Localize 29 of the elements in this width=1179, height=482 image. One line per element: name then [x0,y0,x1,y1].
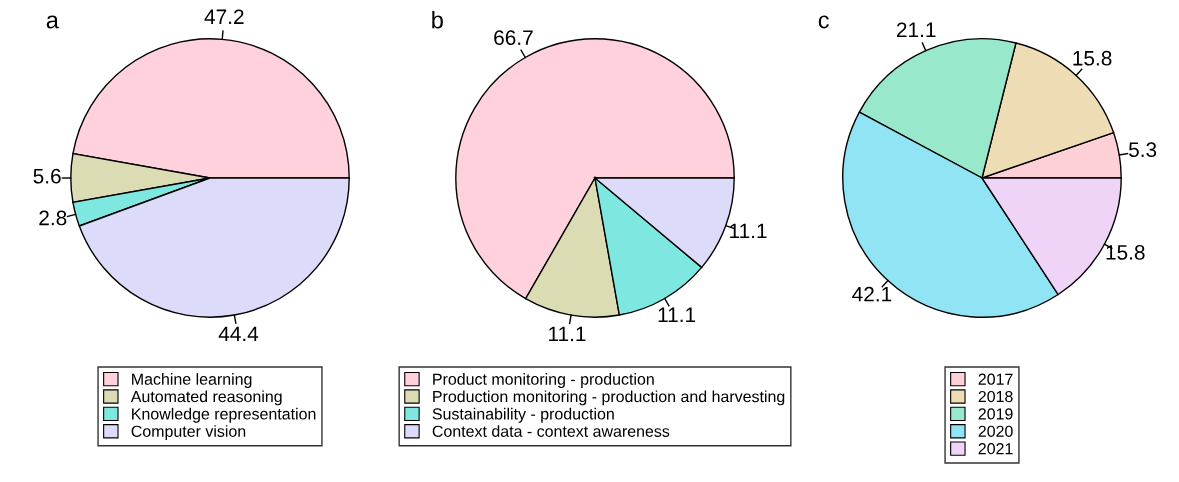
legend-label: 2018 [978,390,1013,403]
data-label: 2.8 [39,210,67,226]
data-label: 44.4 [218,326,259,341]
data-label: 15.8 [1073,50,1112,66]
legend-label: 2017 [978,373,1013,385]
legend-label: Context data - context awareness [432,425,670,437]
data-label: 5.6 [33,168,61,184]
data-label: 11.1 [549,326,586,342]
legend-label: Sustainability - production [432,407,614,423]
legend-label: Computer vision [131,425,246,441]
data-label: 21.1 [896,22,936,37]
legend-label: Production monitoring - production and harvesting [433,390,785,406]
data-label: 15.8 [1106,245,1145,260]
legend-label: Product monitoring - production [433,373,654,388]
data-label: 66.7 [494,30,533,46]
data-label: 11.1 [730,223,767,239]
legend-label: Machine learning [132,373,252,388]
legend-label: Knowledge representation [132,407,316,423]
data-label: 42.1 [852,286,892,302]
legend-label: 2019 [978,408,1013,420]
legend-label: Automated reasoning [130,390,282,406]
chart-title: b [432,11,443,29]
data-label: 11.1 [658,307,696,322]
data-label: 47.2 [204,9,244,24]
legend-label: 2021 [978,443,1013,455]
chart-title: a [46,15,59,29]
chart-title: c [818,15,829,29]
data-label: 5.3 [1128,142,1157,158]
legend-label: 2020 [978,425,1013,437]
